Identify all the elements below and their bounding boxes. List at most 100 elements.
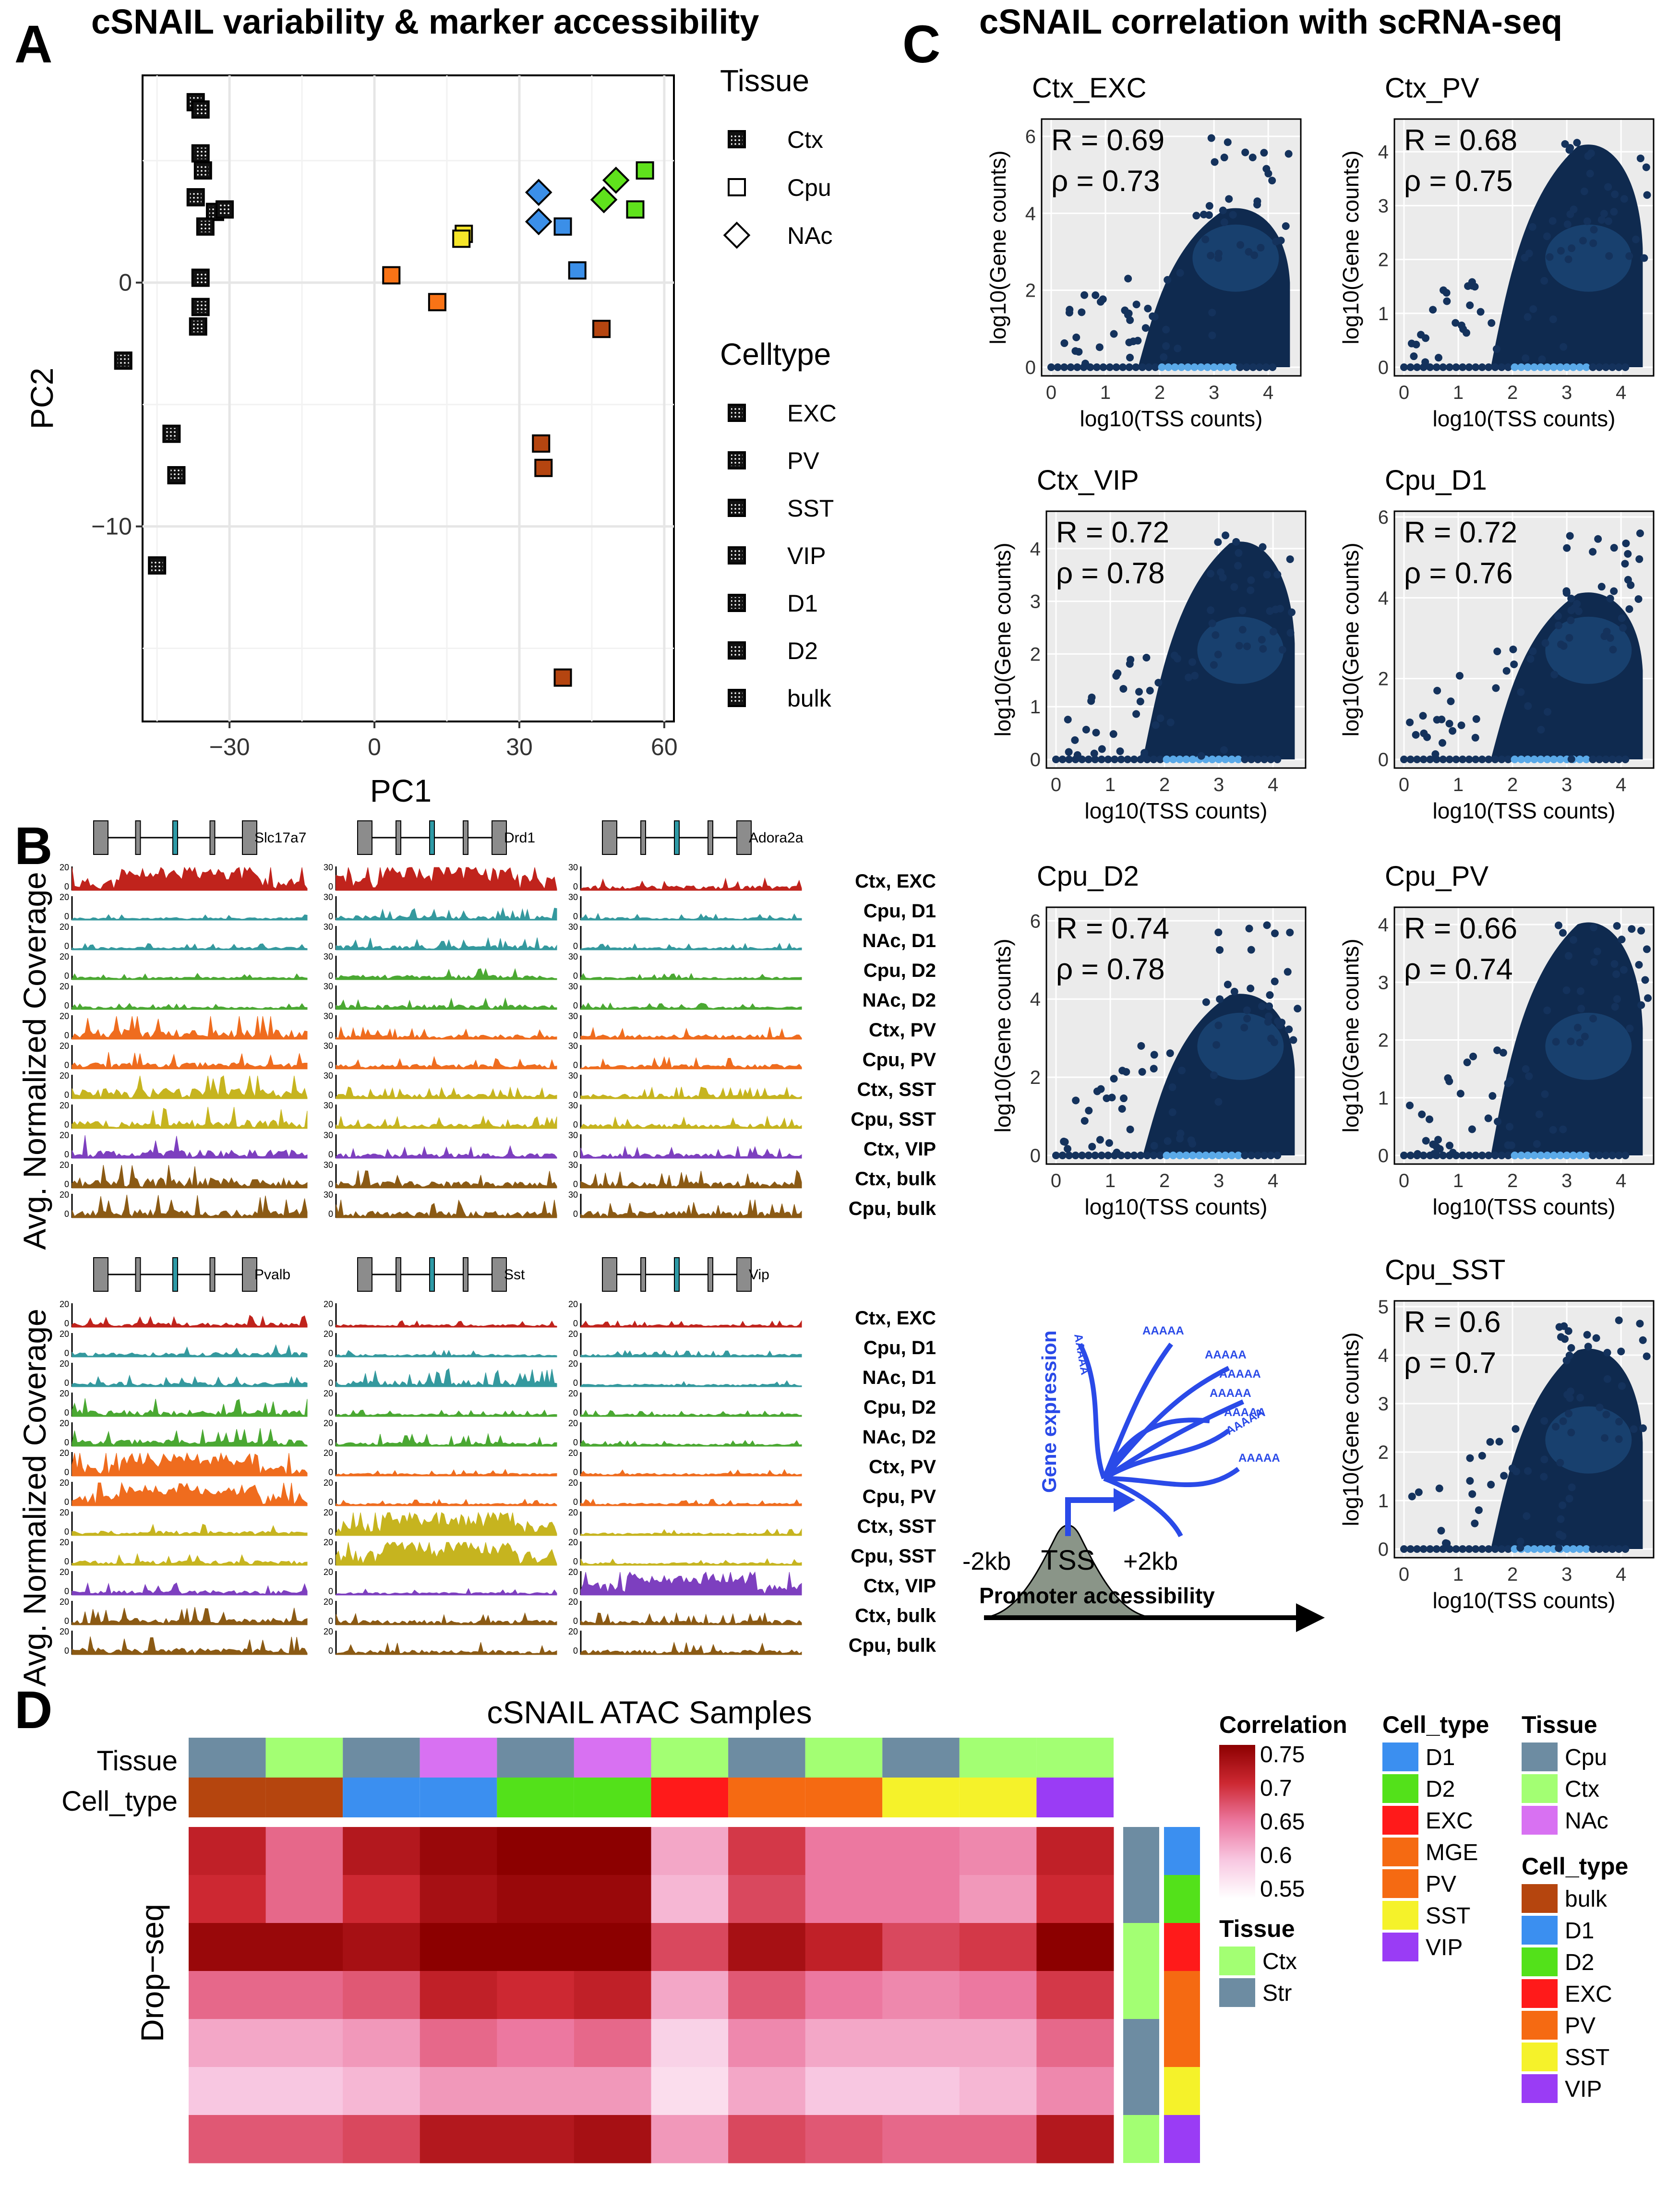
heatmap-cell	[497, 2115, 575, 2163]
hexbin-cell	[1429, 306, 1437, 314]
hexbin-cell	[1576, 1152, 1584, 1159]
hexbin-cell	[1565, 634, 1573, 642]
polya-label: AAAAA	[1142, 1324, 1184, 1337]
correlation-tick-label: 0.75	[1260, 1742, 1305, 1767]
hexbin-cell	[1176, 1152, 1184, 1159]
col-tissue-legend-label: Ctx	[1565, 1777, 1599, 1802]
heatmap-cell	[497, 2067, 575, 2115]
hexbin-title: Cpu_SST	[1385, 1254, 1505, 1286]
hexbin-cell	[1432, 1545, 1440, 1553]
track-sample-label: Ctx, bulk	[855, 1168, 936, 1190]
hexbin-y-label: log10(Gene counts)	[1338, 150, 1363, 344]
col-celltype-legend-label: D2	[1426, 1777, 1455, 1802]
track-ymin-label: 0	[64, 971, 69, 981]
hexbin-cell	[1639, 1336, 1647, 1344]
pca-point-hatch	[219, 204, 231, 216]
track-ymin-label: 0	[328, 1179, 333, 1189]
col-annotation-tissue	[805, 1738, 883, 1778]
hexbin-cell	[1643, 1352, 1651, 1360]
heatmap-cell	[651, 1971, 729, 2019]
hexbin-cell	[1445, 1077, 1453, 1085]
hexbin-cell	[1511, 756, 1519, 763]
heatmap-row-title: Drop−seq	[134, 1904, 170, 2042]
track-ymin-label: 0	[328, 971, 333, 981]
heatmap-cell	[728, 1827, 806, 1875]
track-ymax-label: 20	[60, 1567, 69, 1577]
hexbin-cell	[1410, 352, 1418, 360]
legend-tissue-label: Ctx	[787, 126, 823, 153]
hexbin-cell	[1601, 1434, 1609, 1442]
gene-exon	[396, 820, 401, 855]
hexbin-cell	[1247, 1152, 1255, 1159]
coverage-area	[72, 943, 308, 950]
row-annotation-tissue	[1123, 1827, 1159, 1875]
track-ymax-label: 30	[568, 892, 578, 902]
hexbin-cell	[1286, 928, 1294, 937]
pca-legend-tissue-title: Tissue	[720, 63, 809, 98]
coverage-area	[72, 1374, 308, 1387]
hexbin-cell	[1061, 1138, 1069, 1146]
hexbin-cell	[1201, 235, 1210, 243]
hexbin-pearson: R = 0.74	[1056, 912, 1169, 945]
hexbin-cell	[1550, 363, 1558, 371]
pca-point	[525, 208, 552, 236]
hexbin-cell	[1608, 1545, 1617, 1553]
hexbin-cell	[1430, 1150, 1438, 1158]
hexbin-x-tick: 3	[1213, 774, 1224, 795]
hexbin-cell	[1530, 1152, 1538, 1159]
promoter-accessibility-label: Promoter accessibility	[979, 1583, 1215, 1608]
gene-exon	[93, 820, 108, 855]
hexbin-cell	[1566, 532, 1574, 540]
hexbin-x-tick: 0	[1399, 382, 1409, 403]
hexbin-cell	[1522, 1065, 1530, 1073]
coverage-area	[336, 1469, 557, 1477]
hexbin-cells	[1400, 529, 1644, 763]
hexbin-y-tick: 2	[1378, 1442, 1389, 1463]
coverage-area	[580, 1571, 802, 1596]
coverage-area	[336, 1588, 557, 1596]
heatmap-cell	[497, 1875, 575, 1923]
hexbin-frame	[1393, 1300, 1655, 1559]
atac-heatmap: cSNAIL ATAC Samples Tissue Cell_type Dro…	[61, 1694, 1628, 2163]
hexbin-cell	[1443, 297, 1451, 305]
heatmap-cell	[343, 2019, 420, 2067]
hexbin-cell	[1078, 308, 1086, 316]
gene-exon	[463, 820, 468, 855]
track-ymax-label: 30	[568, 982, 578, 991]
hexbin-cell	[1577, 1005, 1585, 1013]
hexbin-cell	[1485, 363, 1493, 371]
hexbin-cell	[1562, 986, 1571, 994]
track-sample-label: Ctx, VIP	[864, 1139, 936, 1160]
hexbin-cell	[1546, 253, 1554, 261]
coverage-tracks-panel: Avg. Normalized Coverage Avg. Normalized…	[17, 820, 936, 1687]
hexbin-cell	[1222, 531, 1230, 540]
col-annotation-tissue	[959, 1738, 1037, 1778]
legend-tissue-label: Cpu	[787, 174, 831, 201]
hexbin-cell	[1615, 1316, 1623, 1324]
heatmap-cell	[343, 1971, 420, 2019]
hexbin-cell	[1284, 968, 1292, 976]
coverage-area	[72, 914, 308, 921]
pca-point	[592, 320, 611, 338]
pca-point	[590, 186, 618, 214]
hexbin-cell	[1636, 529, 1644, 537]
hexbin-x-tick: 2	[1159, 1170, 1170, 1191]
legend-celltype-key-hatch	[731, 550, 743, 561]
row-annotation-tissue	[1123, 1875, 1159, 1923]
track-ymax-label: 20	[324, 1597, 333, 1607]
hexbin-y-tick: 5	[1378, 1297, 1389, 1318]
hexbin-cell	[1113, 1148, 1121, 1156]
hexbin-cell	[1478, 1545, 1486, 1553]
legend-celltype-key-hatch	[731, 407, 743, 419]
hexbin-cell	[1058, 756, 1067, 763]
heatmap-cell	[805, 2067, 883, 2115]
hexbin-cell	[1234, 756, 1242, 763]
hexbin-cell	[1538, 355, 1546, 363]
hexbin-cell	[1541, 639, 1549, 647]
track-sample-label: Ctx, PV	[869, 1456, 936, 1478]
col-celltype-legend-label: VIP	[1426, 1935, 1463, 1960]
hexbin-cell	[1550, 756, 1558, 763]
track-ymin-label: 0	[64, 1319, 69, 1328]
row-annotation-tissue	[1123, 1923, 1159, 1971]
heatmap-cell	[189, 1971, 266, 2019]
